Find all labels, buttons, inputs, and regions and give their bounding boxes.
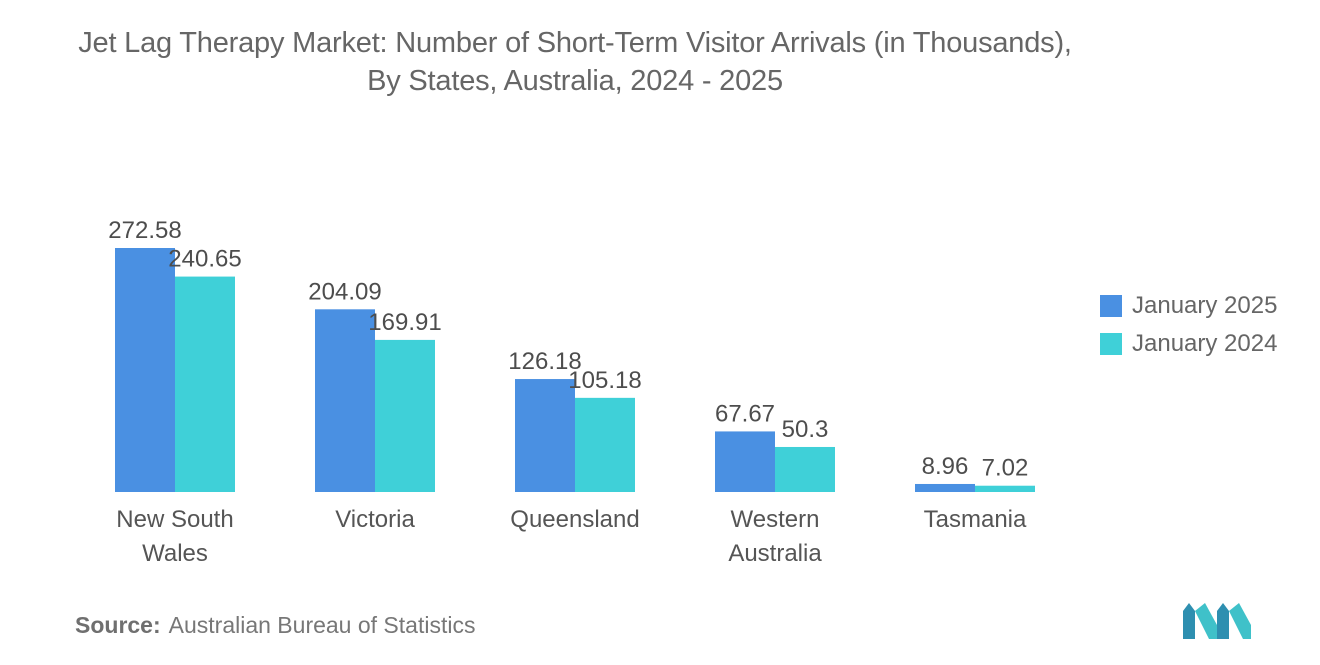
legend-item-january-2025: January 2025 <box>1100 287 1277 325</box>
bar-january-2025-western-australia <box>715 431 775 492</box>
bar-january-2025-new-south-wales <box>115 248 175 492</box>
bar-january-2025-queensland <box>515 379 575 492</box>
legend-label-january-2025: January 2025 <box>1132 292 1278 319</box>
data-label-january-2025-queensland: 126.18 <box>508 348 581 375</box>
category-label-new-south-wales-line-2: Wales <box>142 540 208 567</box>
category-label-victoria-line-1: Victoria <box>335 506 415 533</box>
chart-legend: January 2025 January 2024 <box>1100 287 1277 363</box>
category-label-new-south-wales-line-1: New South <box>116 506 233 533</box>
bar-january-2025-tasmania <box>915 483 975 492</box>
data-label-january-2024-western-australia: 50.3 <box>782 416 829 443</box>
bar-january-2024-victoria <box>375 339 435 492</box>
data-label-january-2024-new-south-wales: 240.65 <box>168 246 241 273</box>
bar-january-2025-victoria <box>315 309 375 492</box>
data-label-january-2025-victoria: 204.09 <box>308 278 381 305</box>
category-label-western-australia-line-2: Australia <box>728 540 822 567</box>
data-label-january-2025-western-australia: 67.67 <box>715 400 775 427</box>
mordor-intelligence-logo-icon <box>1183 603 1251 639</box>
bar-january-2024-tasmania <box>975 485 1035 492</box>
legend-swatch-january-2024 <box>1100 333 1122 355</box>
legend-item-january-2024: January 2024 <box>1100 325 1277 363</box>
legend-swatch-january-2025 <box>1100 295 1122 317</box>
source-text: Australian Bureau of Statistics <box>168 612 476 638</box>
data-label-january-2025-tasmania: 8.96 <box>922 453 969 480</box>
data-label-january-2024-tasmania: 7.02 <box>982 455 1029 482</box>
data-label-january-2024-victoria: 169.91 <box>368 309 441 336</box>
legend-label-january-2024: January 2024 <box>1132 330 1278 357</box>
category-label-tasmania-line-1: Tasmania <box>924 506 1027 533</box>
category-label-queensland-line-1: Queensland <box>510 506 639 533</box>
source-label: Source: <box>75 612 161 638</box>
bar-january-2024-western-australia <box>775 446 835 492</box>
chart-title: Jet Lag Therapy Market: Number of Short-… <box>78 27 1072 97</box>
source-note: Source: Australian Bureau of Statistics <box>75 612 475 639</box>
data-label-january-2024-queensland: 105.18 <box>568 367 641 394</box>
category-label-western-australia-line-1: Western <box>731 506 820 533</box>
data-label-january-2025-new-south-wales: 272.58 <box>108 217 181 244</box>
bar-january-2024-queensland <box>575 397 635 492</box>
bar-january-2024-new-south-wales <box>175 276 235 492</box>
